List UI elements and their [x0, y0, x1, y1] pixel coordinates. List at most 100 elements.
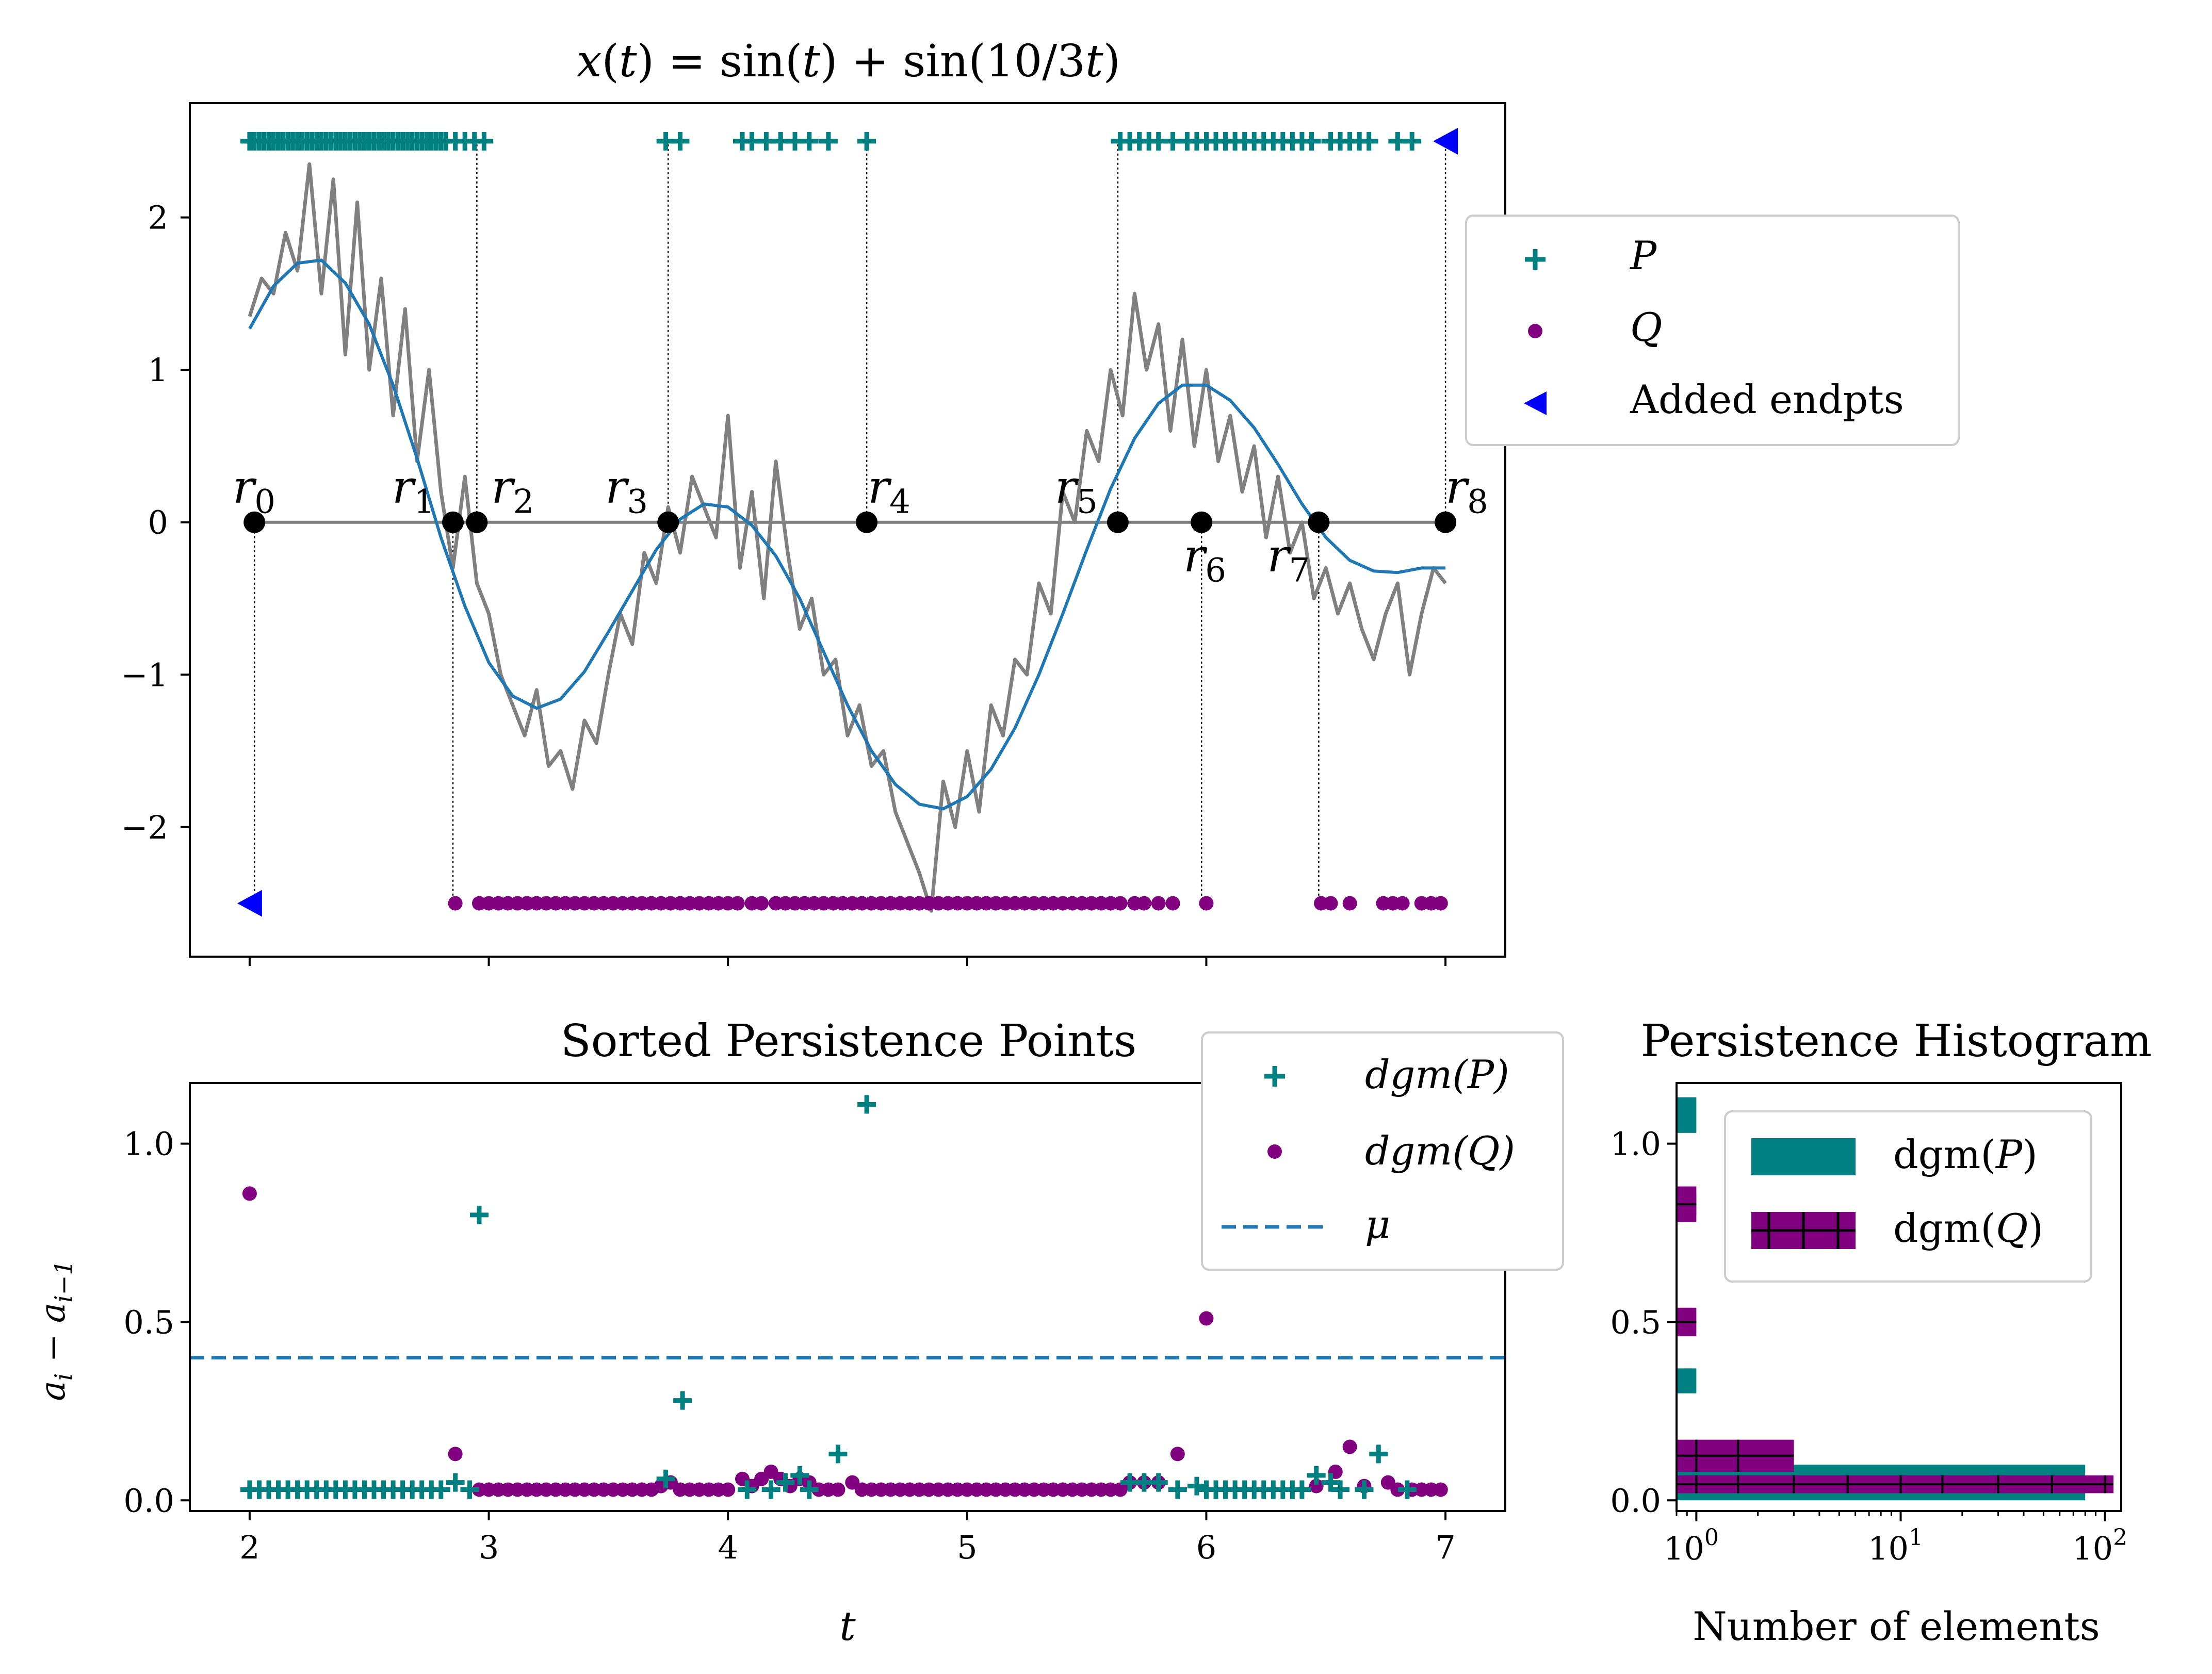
- bl-y-tick-label: 1.0: [123, 1125, 174, 1163]
- dgmP-point: [470, 1205, 489, 1224]
- legend-dgmP-label: dgm(P): [1365, 1052, 1509, 1097]
- hist-dgmP-bar: [1677, 1097, 1697, 1133]
- P-point: [857, 132, 876, 151]
- r-label: r1: [392, 461, 435, 521]
- br-x-tick-label: 102: [2072, 1524, 2127, 1567]
- legend-endpts-label: Added endpts: [1630, 376, 1904, 422]
- legend-hist-P-swatch: [1751, 1138, 1856, 1175]
- noisy-series-line: [248, 162, 1447, 913]
- Q-point: [730, 896, 745, 911]
- top-axes-frame: [189, 102, 1506, 958]
- bl-ylabel: ai − ai−1: [33, 1260, 77, 1401]
- bl-x-tick-label: 5: [957, 1529, 977, 1566]
- dgmQ-point: [1433, 1482, 1448, 1497]
- legend-hist-Q-swatch: [1751, 1212, 1856, 1249]
- dgmP-point: [1168, 1480, 1187, 1499]
- legend-hist-Q-label: dgm(Q): [1893, 1205, 2043, 1251]
- P-point: [819, 132, 838, 151]
- dgmQ-point: [448, 1447, 463, 1462]
- r-label: r4: [868, 461, 910, 521]
- dgmP-point: [857, 1095, 876, 1114]
- Q-point: [1433, 896, 1448, 911]
- Q-point: [754, 896, 769, 911]
- dgmP-point: [673, 1391, 692, 1410]
- endpoint-marker: [237, 890, 262, 917]
- Q-point: [1342, 896, 1357, 911]
- br-x-ticks: 100 101 102: [1664, 1511, 2127, 1567]
- Q-point: [1199, 896, 1214, 911]
- bl-legend: dgm(P) dgm(Q) μ: [1201, 1031, 1564, 1271]
- Q-point: [1136, 896, 1151, 911]
- top-x-ticks: [248, 957, 1447, 966]
- dgmP-point: [656, 1469, 675, 1488]
- P-point: [1302, 132, 1321, 151]
- r-label: r2: [491, 461, 534, 521]
- dgmQ-point: [1390, 1482, 1405, 1497]
- r-point: [442, 511, 464, 533]
- legend-Q-marker: [1528, 324, 1542, 338]
- dgmP-point: [431, 1480, 450, 1499]
- dgmP-point: [1149, 1473, 1168, 1492]
- r-label: r3: [605, 461, 648, 521]
- P-point: [1403, 132, 1422, 151]
- r-point: [243, 511, 266, 533]
- dgmP-point: [776, 1473, 795, 1492]
- r-label: r6: [1183, 529, 1226, 590]
- hist-dgmP-bar: [1677, 1368, 1697, 1393]
- top-title: x(t) = sin(t) + sin(10/3t): [577, 36, 1120, 87]
- dgmP-point: [1187, 1476, 1206, 1496]
- dgmP-point: [446, 1473, 465, 1492]
- dgmP-point: [1321, 1473, 1340, 1492]
- P-point: [475, 132, 494, 151]
- r-point: [1191, 511, 1213, 533]
- top-y-tick-label: −1: [121, 656, 168, 694]
- r-labels: r0 r1 r2 r3 r4 r5 r6 r7 r8: [233, 461, 1488, 590]
- bl-y-tick-label: 0.5: [123, 1303, 174, 1341]
- legend-dgmP-marker: [1264, 1066, 1285, 1087]
- Q-point: [1113, 896, 1128, 911]
- dgmP-point: [828, 1445, 848, 1464]
- top-y-tick-label: 1: [148, 351, 168, 389]
- dgmP-point: [1307, 1466, 1326, 1485]
- legend-hist-P-label: dgm(P): [1893, 1131, 2038, 1177]
- br-plot-area: [1677, 1097, 2114, 1501]
- br-y-tick-label: 1.0: [1610, 1125, 1661, 1163]
- bottom-right-panel: Persistence Histogram 0.00.51.0 100 101 10…: [1610, 1015, 2152, 1649]
- P-point: [800, 132, 819, 151]
- dgmP-point: [1331, 1480, 1350, 1499]
- legend-dgmQ-marker: [1267, 1144, 1282, 1159]
- top-y-ticks: −2 −1 0 1 2: [121, 199, 190, 846]
- bl-y-tick-label: 0.0: [123, 1482, 174, 1519]
- top-plot-area: [237, 127, 1458, 917]
- dgmP-point: [460, 1480, 479, 1499]
- Q-point: [1395, 896, 1410, 911]
- dgmQ-point: [242, 1186, 257, 1201]
- r-point: [856, 511, 878, 533]
- br-legend: dgm(P) dgm(Q): [1724, 1110, 2092, 1283]
- r-point: [1435, 511, 1457, 533]
- dgmP-point: [1355, 1480, 1374, 1499]
- r-label: r7: [1267, 529, 1310, 590]
- br-y-tick-label: 0.0: [1610, 1482, 1661, 1519]
- top-legend: P Q Added endpts: [1465, 215, 1960, 446]
- Q-point: [1323, 896, 1338, 911]
- bl-y-ticks: 0.0 0.5 1.0: [123, 1125, 190, 1519]
- bl-title: Sorted Persistence Points: [561, 1015, 1136, 1067]
- br-x-tick-label: 101: [1868, 1524, 1923, 1567]
- dgmQ-point: [1309, 1479, 1324, 1494]
- dgmP-point: [800, 1480, 819, 1499]
- r-label: r5: [1055, 461, 1098, 521]
- legend-P-label: P: [1629, 233, 1657, 278]
- endpoint-marker: [1433, 127, 1458, 155]
- br-xlabel: Number of elements: [1693, 1603, 2100, 1649]
- Q-point: [1165, 896, 1180, 911]
- br-y-ticks: 0.0 0.5 1.0: [1610, 1125, 1677, 1519]
- dgmP-point: [1369, 1445, 1388, 1464]
- bl-x-tick-label: 2: [239, 1529, 259, 1566]
- P-point: [671, 132, 690, 151]
- r-label: r8: [1445, 461, 1488, 521]
- bl-x-tick-label: 7: [1435, 1529, 1455, 1566]
- br-axes-frame: [1676, 1082, 2122, 1512]
- dgmQ-point: [831, 1482, 845, 1497]
